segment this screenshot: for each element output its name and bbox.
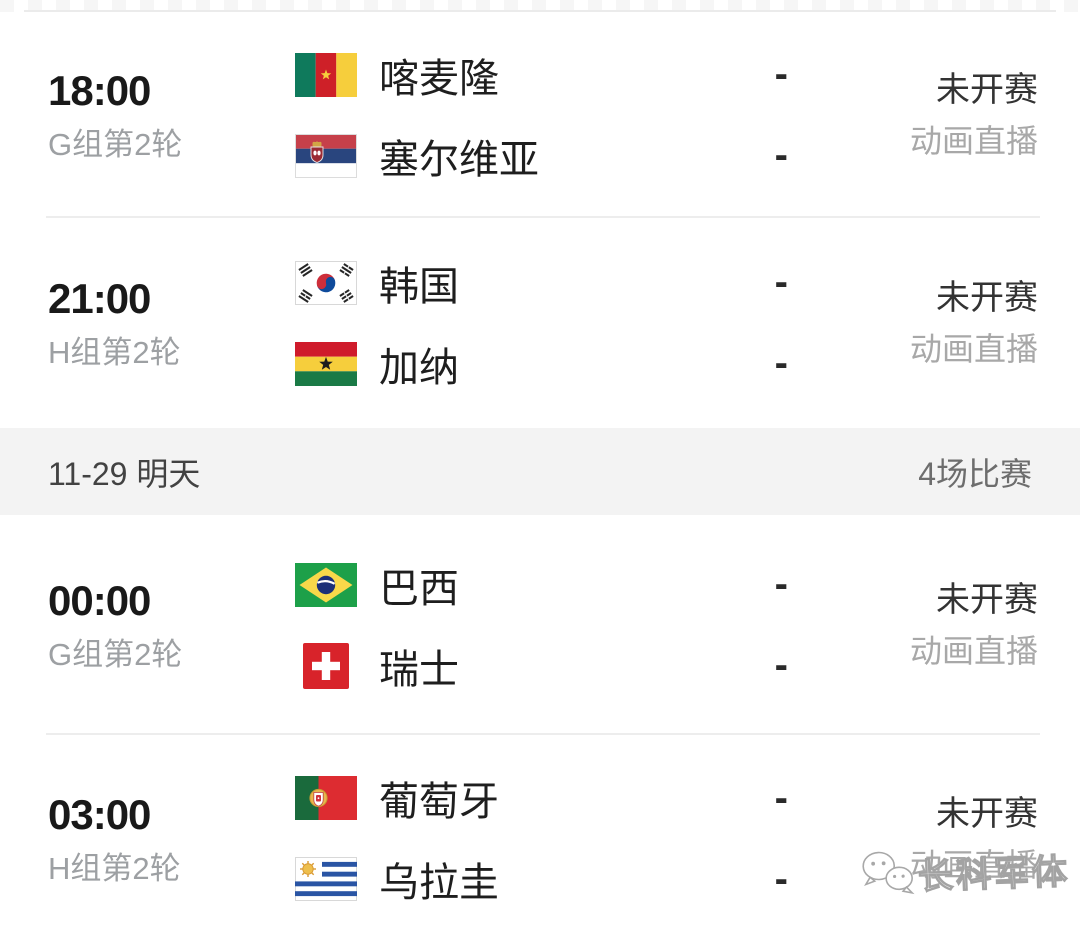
broadcast-label[interactable]: 动画直播 [909, 123, 1038, 159]
broadcast-label[interactable]: 动画直播 [909, 331, 1038, 367]
status-column: 未开赛 动画直播 [796, 281, 1038, 365]
match-round: H组第2轮 [48, 850, 181, 886]
team-row: 喀麦隆 - [295, 34, 796, 115]
status-column: 未开赛 动画直播 [796, 797, 1038, 881]
match-round: G组第2轮 [48, 637, 183, 673]
status-column: 未开赛 动画直播 [796, 583, 1038, 667]
teams-column: 巴西 - 瑞士 - [295, 544, 796, 706]
team-name: 乌拉圭 [379, 861, 499, 905]
flag-ghana-icon [295, 341, 357, 387]
team-score: - [774, 643, 788, 687]
flag-uruguay-icon [295, 856, 357, 902]
team-name: 巴西 [379, 566, 459, 611]
flag-portugal-icon [295, 775, 357, 821]
match-row[interactable]: 00:00 G组第2轮 巴西 - 瑞士 - 未开赛 动画直播 [0, 515, 1080, 735]
team-row: 韩国 - [295, 242, 796, 323]
match-time: 21:00 [48, 275, 151, 323]
match-meta: 18:00 G组第2轮 [48, 68, 295, 162]
date-header: 11-29 明天 4场比赛 [0, 428, 1080, 515]
team-name: 韩国 [379, 264, 459, 309]
match-time: 18:00 [48, 67, 151, 115]
match-round: G组第2轮 [48, 127, 183, 163]
match-round: H组第2轮 [48, 335, 181, 371]
match-status: 未开赛 [936, 581, 1038, 619]
team-name: 喀麦隆 [379, 56, 499, 101]
match-status: 未开赛 [936, 279, 1038, 317]
top-divider-strip [0, 0, 1080, 12]
team-name: 加纳 [379, 345, 459, 390]
team-row: 乌拉圭 - [295, 839, 796, 920]
flag-south-korea-icon [295, 260, 357, 306]
date-label: 11-29 明天 [48, 455, 201, 492]
team-row: 加纳 - [295, 323, 796, 404]
team-name: 瑞士 [379, 647, 459, 692]
team-score: - [774, 52, 788, 96]
match-status: 未开赛 [936, 71, 1038, 109]
status-column: 未开赛 动画直播 [796, 73, 1038, 157]
team-score: - [774, 341, 788, 385]
flag-switzerland-icon [295, 642, 357, 689]
match-time: 00:00 [48, 577, 151, 625]
team-name: 塞尔维亚 [379, 137, 539, 182]
flag-brazil-icon [295, 562, 357, 608]
team-row: 葡萄牙 - [295, 758, 796, 839]
broadcast-label[interactable]: 动画直播 [909, 633, 1038, 669]
team-row: 塞尔维亚 - [295, 115, 796, 196]
teams-column: 韩国 - 加纳 - [295, 242, 796, 404]
team-name: 葡萄牙 [379, 780, 499, 824]
team-score: - [774, 562, 788, 606]
match-row[interactable]: 03:00 H组第2轮 葡萄牙 - [0, 735, 1080, 926]
team-score: - [774, 133, 788, 177]
team-row: 瑞士 - [295, 625, 796, 706]
teams-column: 葡萄牙 - 乌拉圭 - [295, 758, 796, 920]
match-meta: 21:00 H组第2轮 [48, 276, 295, 370]
team-score: - [774, 260, 788, 304]
match-meta: 00:00 G组第2轮 [48, 578, 295, 672]
match-meta: 03:00 H组第2轮 [48, 790, 295, 886]
broadcast-label[interactable]: 动画直播 [909, 846, 1038, 883]
match-row[interactable]: 21:00 H组第2轮 韩国 - 加纳 - [0, 218, 1080, 428]
match-time: 03:00 [48, 790, 151, 838]
match-status: 未开赛 [936, 794, 1038, 833]
team-score: - [774, 856, 788, 901]
flag-serbia-icon [295, 133, 357, 179]
team-score: - [774, 775, 788, 820]
team-row: 巴西 - [295, 544, 796, 625]
flag-cameroon-icon [295, 52, 357, 98]
match-row[interactable]: 18:00 G组第2轮 喀麦隆 - 塞尔维亚 - [0, 12, 1080, 218]
match-count-label: 4场比赛 [918, 455, 1032, 492]
teams-column: 喀麦隆 - 塞尔维亚 - [295, 34, 796, 196]
